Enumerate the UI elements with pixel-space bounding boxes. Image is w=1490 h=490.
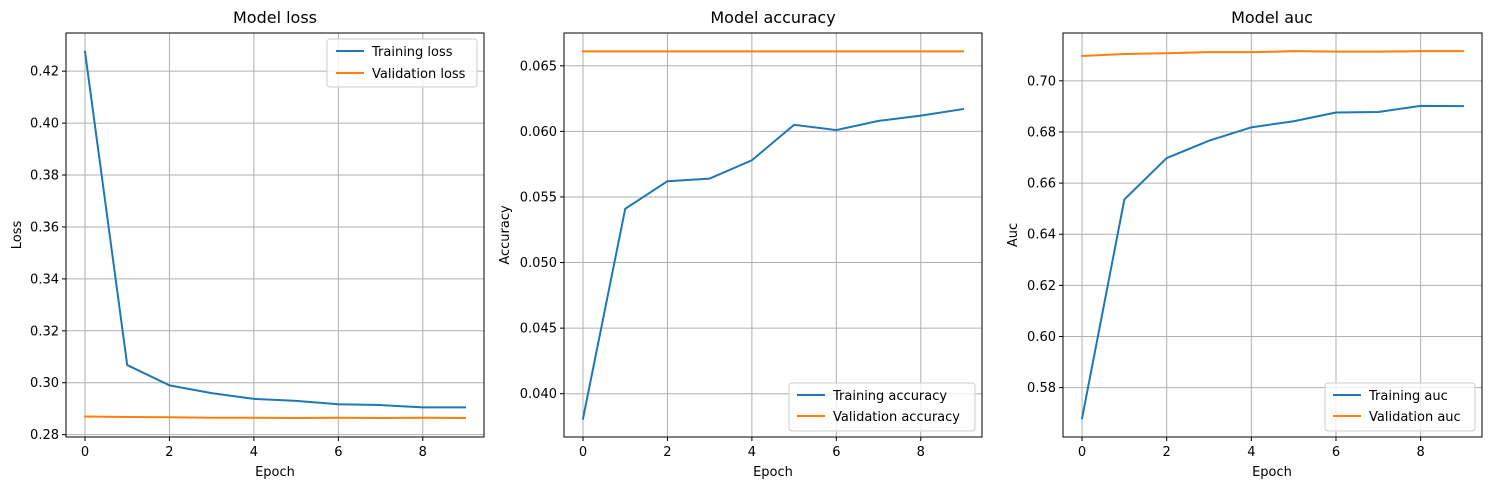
legend: Training accuracy Validation accuracy — [788, 382, 976, 432]
x-axis-label: Epoch — [255, 465, 295, 480]
y-axis-label: Auc — [1006, 223, 1021, 247]
x-tick-label: 6 — [1332, 445, 1340, 460]
y-tick-label: 0.42 — [30, 65, 59, 80]
legend-label-validation-loss: Validation loss — [372, 67, 466, 82]
chart-title: Model auc — [1231, 8, 1313, 27]
legend-label-training-loss: Training loss — [371, 45, 453, 60]
legend: Training auc Validation auc — [1324, 382, 1476, 432]
y-tick-label: 0.34 — [30, 272, 59, 287]
x-tick-label: 6 — [832, 445, 840, 460]
plot-frame — [65, 32, 485, 438]
legend-box — [788, 382, 976, 432]
series-line-validation — [1081, 50, 1464, 58]
y-tick-label: 0.045 — [520, 322, 557, 337]
x-tick-label: 4 — [1247, 445, 1255, 460]
y-tick-label: 0.060 — [520, 125, 557, 140]
legend-label-training-auc: Training auc — [1368, 389, 1448, 404]
chart-panel-loss: Model loss Epoch Loss 0 2 4 6 80.280.300.320… — [10, 8, 485, 480]
legend-label-training-accuracy: Training accuracy — [832, 389, 947, 404]
series-lines — [581, 50, 965, 420]
y-tick-label: 0.30 — [30, 376, 59, 391]
plot-frame — [1062, 32, 1483, 438]
x-tick-label: 8 — [917, 445, 925, 460]
series-line-validation — [83, 415, 467, 420]
legend: Training loss Validation loss — [326, 38, 478, 88]
legend-label-validation-accuracy: Validation accuracy — [833, 410, 960, 425]
y-tick-label: 0.40 — [30, 117, 59, 132]
x-tick-label: 0 — [579, 445, 587, 460]
y-tick-label: 0.60 — [1027, 330, 1056, 345]
y-tick-label: 0.58 — [1027, 381, 1056, 396]
series-lines — [83, 50, 467, 420]
y-tick-label: 0.32 — [30, 324, 59, 339]
y-tick-label: 0.66 — [1027, 177, 1056, 192]
series-lines — [1080, 50, 1464, 420]
y-tick-label: 0.055 — [520, 190, 557, 205]
y-tick-label: 0.36 — [30, 220, 59, 235]
chart-title: Model loss — [233, 8, 317, 27]
legend-label-validation-auc: Validation auc — [1369, 410, 1461, 425]
y-tick-label: 0.38 — [30, 169, 59, 184]
chart-panel-auc: Model auc Epoch Auc 0 2 4 6 8 0.58 0.60 0.62 0.6… — [1006, 8, 1483, 480]
y-tick-label: 0.68 — [1027, 125, 1056, 140]
x-tick-label: 8 — [1416, 445, 1424, 460]
x-tick-label: 2 — [165, 445, 173, 460]
x-axis-label: Epoch — [1252, 465, 1292, 480]
x-tick-label: 2 — [663, 445, 671, 460]
x-tick-label: 8 — [419, 445, 427, 460]
x-tick-label: 4 — [748, 445, 756, 460]
grid — [66, 33, 484, 437]
series-line-training — [581, 107, 965, 420]
series-line-training — [83, 50, 466, 409]
x-tick-label: 4 — [250, 445, 258, 460]
grid — [564, 33, 982, 437]
chart-panel-accuracy: Model accuracy Epoch Accuracy 0 2 4 6 8 0.040… — [498, 8, 983, 480]
axis-ticks: 0 2 4 6 8 0.040 0.045 0.050 0.055 0.060 0.065 — [520, 59, 925, 460]
y-tick-label: 0.70 — [1027, 74, 1056, 89]
y-tick-label: 0.040 — [520, 387, 557, 402]
legend-box — [1324, 382, 1476, 432]
axis-ticks: 0 2 4 6 8 0.58 0.60 0.62 0.64 0.66 0.68 0.70 — [1027, 74, 1425, 460]
legend-box — [326, 38, 478, 88]
y-tick-label: 0.28 — [30, 428, 59, 443]
y-tick-label: 0.64 — [1027, 228, 1056, 243]
x-tick-label: 6 — [334, 445, 342, 460]
plot-frame — [563, 32, 983, 438]
x-tick-label: 2 — [1163, 445, 1171, 460]
axis-ticks: 0 2 4 6 8 0.28 0.30 0.32 0.34 0.36 0.38 0.40 0.42 — [30, 65, 427, 460]
x-axis-label: Epoch — [753, 465, 793, 480]
y-tick-label: 0.62 — [1027, 279, 1056, 294]
grid — [1063, 33, 1482, 437]
series-line-training — [1080, 104, 1464, 420]
x-tick-label: 0 — [81, 445, 89, 460]
x-tick-label: 0 — [1078, 445, 1086, 460]
y-axis-label: Accuracy — [498, 205, 513, 265]
y-tick-label: 0.065 — [520, 59, 557, 74]
y-tick-label: 0.050 — [520, 256, 557, 271]
y-axis-label: Loss — [10, 221, 25, 250]
chart-title: Model accuracy — [710, 8, 835, 27]
